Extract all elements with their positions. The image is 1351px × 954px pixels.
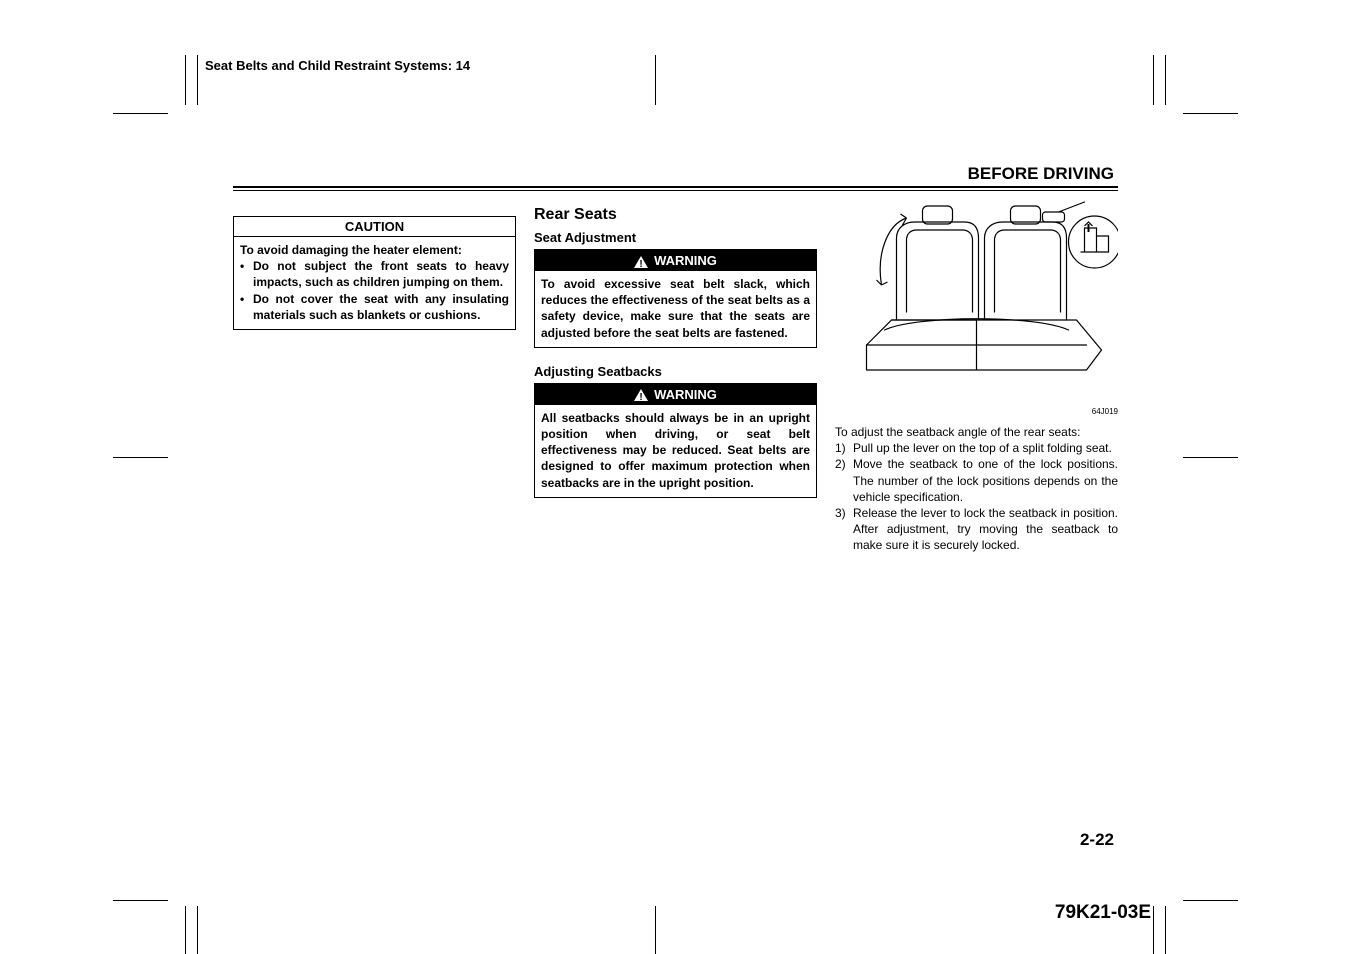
warning-label: WARNING — [654, 253, 717, 268]
crop-mark — [1165, 906, 1166, 954]
steps-list: 1)Pull up the lever on the top of a spli… — [835, 440, 1118, 553]
crop-mark — [185, 906, 186, 954]
crop-mark — [1165, 55, 1166, 105]
crop-mark — [1183, 900, 1238, 901]
step-item: 2)Move the seatback to one of the lock p… — [835, 456, 1118, 505]
svg-text:!: ! — [639, 259, 642, 268]
crop-mark — [655, 906, 656, 954]
warning-triangle-icon: ! — [634, 256, 648, 268]
crop-mark — [197, 906, 198, 954]
caution-bullet: Do not cover the seat with any insulatin… — [240, 291, 509, 323]
intro-text: To adjust the seatback angle of the rear… — [835, 424, 1118, 440]
step-text: Move the seatback to one of the lock pos… — [853, 457, 1118, 503]
crop-mark — [113, 113, 168, 114]
rear-seats-heading: Rear Seats — [534, 206, 817, 224]
running-header-left: Seat Belts and Child Restraint Systems: … — [205, 58, 470, 73]
figure-code: 64J019 — [835, 407, 1118, 416]
crop-mark — [1153, 55, 1154, 105]
caution-lead: To avoid damaging the heater element: — [240, 242, 509, 258]
caution-title: CAUTION — [234, 217, 515, 237]
caution-body: To avoid damaging the heater element: Do… — [234, 237, 515, 329]
warning-body: To avoid excessive seat belt slack, whic… — [535, 271, 816, 347]
column-1: CAUTION To avoid damaging the heater ele… — [233, 200, 516, 554]
warning-body: All seatbacks should always be in an upr… — [535, 405, 816, 497]
seat-adjustment-heading: Seat Adjustment — [534, 230, 817, 245]
svg-text:!: ! — [639, 392, 642, 401]
document-code: 79K21-03E — [1055, 902, 1151, 924]
step-item: 1)Pull up the lever on the top of a spli… — [835, 440, 1118, 456]
caution-box: CAUTION To avoid damaging the heater ele… — [233, 216, 516, 330]
page-number: 2-22 — [1080, 830, 1114, 850]
header-rule-thin — [233, 190, 1118, 191]
caution-list: Do not subject the front seats to heavy … — [240, 258, 509, 323]
warning-header: ! WARNING — [535, 384, 816, 405]
warning-triangle-icon: ! — [634, 389, 648, 401]
crop-mark — [113, 457, 168, 458]
column-2: Rear Seats Seat Adjustment ! WARNING To a… — [534, 200, 817, 554]
warning-label: WARNING — [654, 387, 717, 402]
crop-mark — [1183, 457, 1238, 458]
column-3: 64J019 To adjust the seatback angle of t… — [835, 200, 1118, 554]
adjusting-seatbacks-heading: Adjusting Seatbacks — [534, 364, 817, 379]
crop-mark — [1153, 906, 1154, 954]
caution-bullet: Do not subject the front seats to heavy … — [240, 258, 509, 290]
step-text: Release the lever to lock the seatback i… — [853, 506, 1118, 552]
crop-mark — [185, 55, 186, 105]
header-rule — [233, 186, 1118, 188]
crop-mark — [655, 55, 656, 105]
running-header-right: BEFORE DRIVING — [968, 164, 1114, 184]
step-item: 3)Release the lever to lock the seatback… — [835, 505, 1118, 554]
step-text: Pull up the lever on the top of a split … — [853, 441, 1112, 455]
crop-mark — [113, 900, 168, 901]
warning-box-1: ! WARNING To avoid excessive seat belt sl… — [534, 249, 817, 348]
content-area: CAUTION To avoid damaging the heater ele… — [233, 200, 1118, 554]
warning-header: ! WARNING — [535, 250, 816, 271]
warning-box-2: ! WARNING All seatbacks should always be … — [534, 383, 817, 498]
rear-seat-illustration — [835, 200, 1118, 400]
crop-mark — [197, 55, 198, 105]
crop-mark — [1183, 113, 1238, 114]
